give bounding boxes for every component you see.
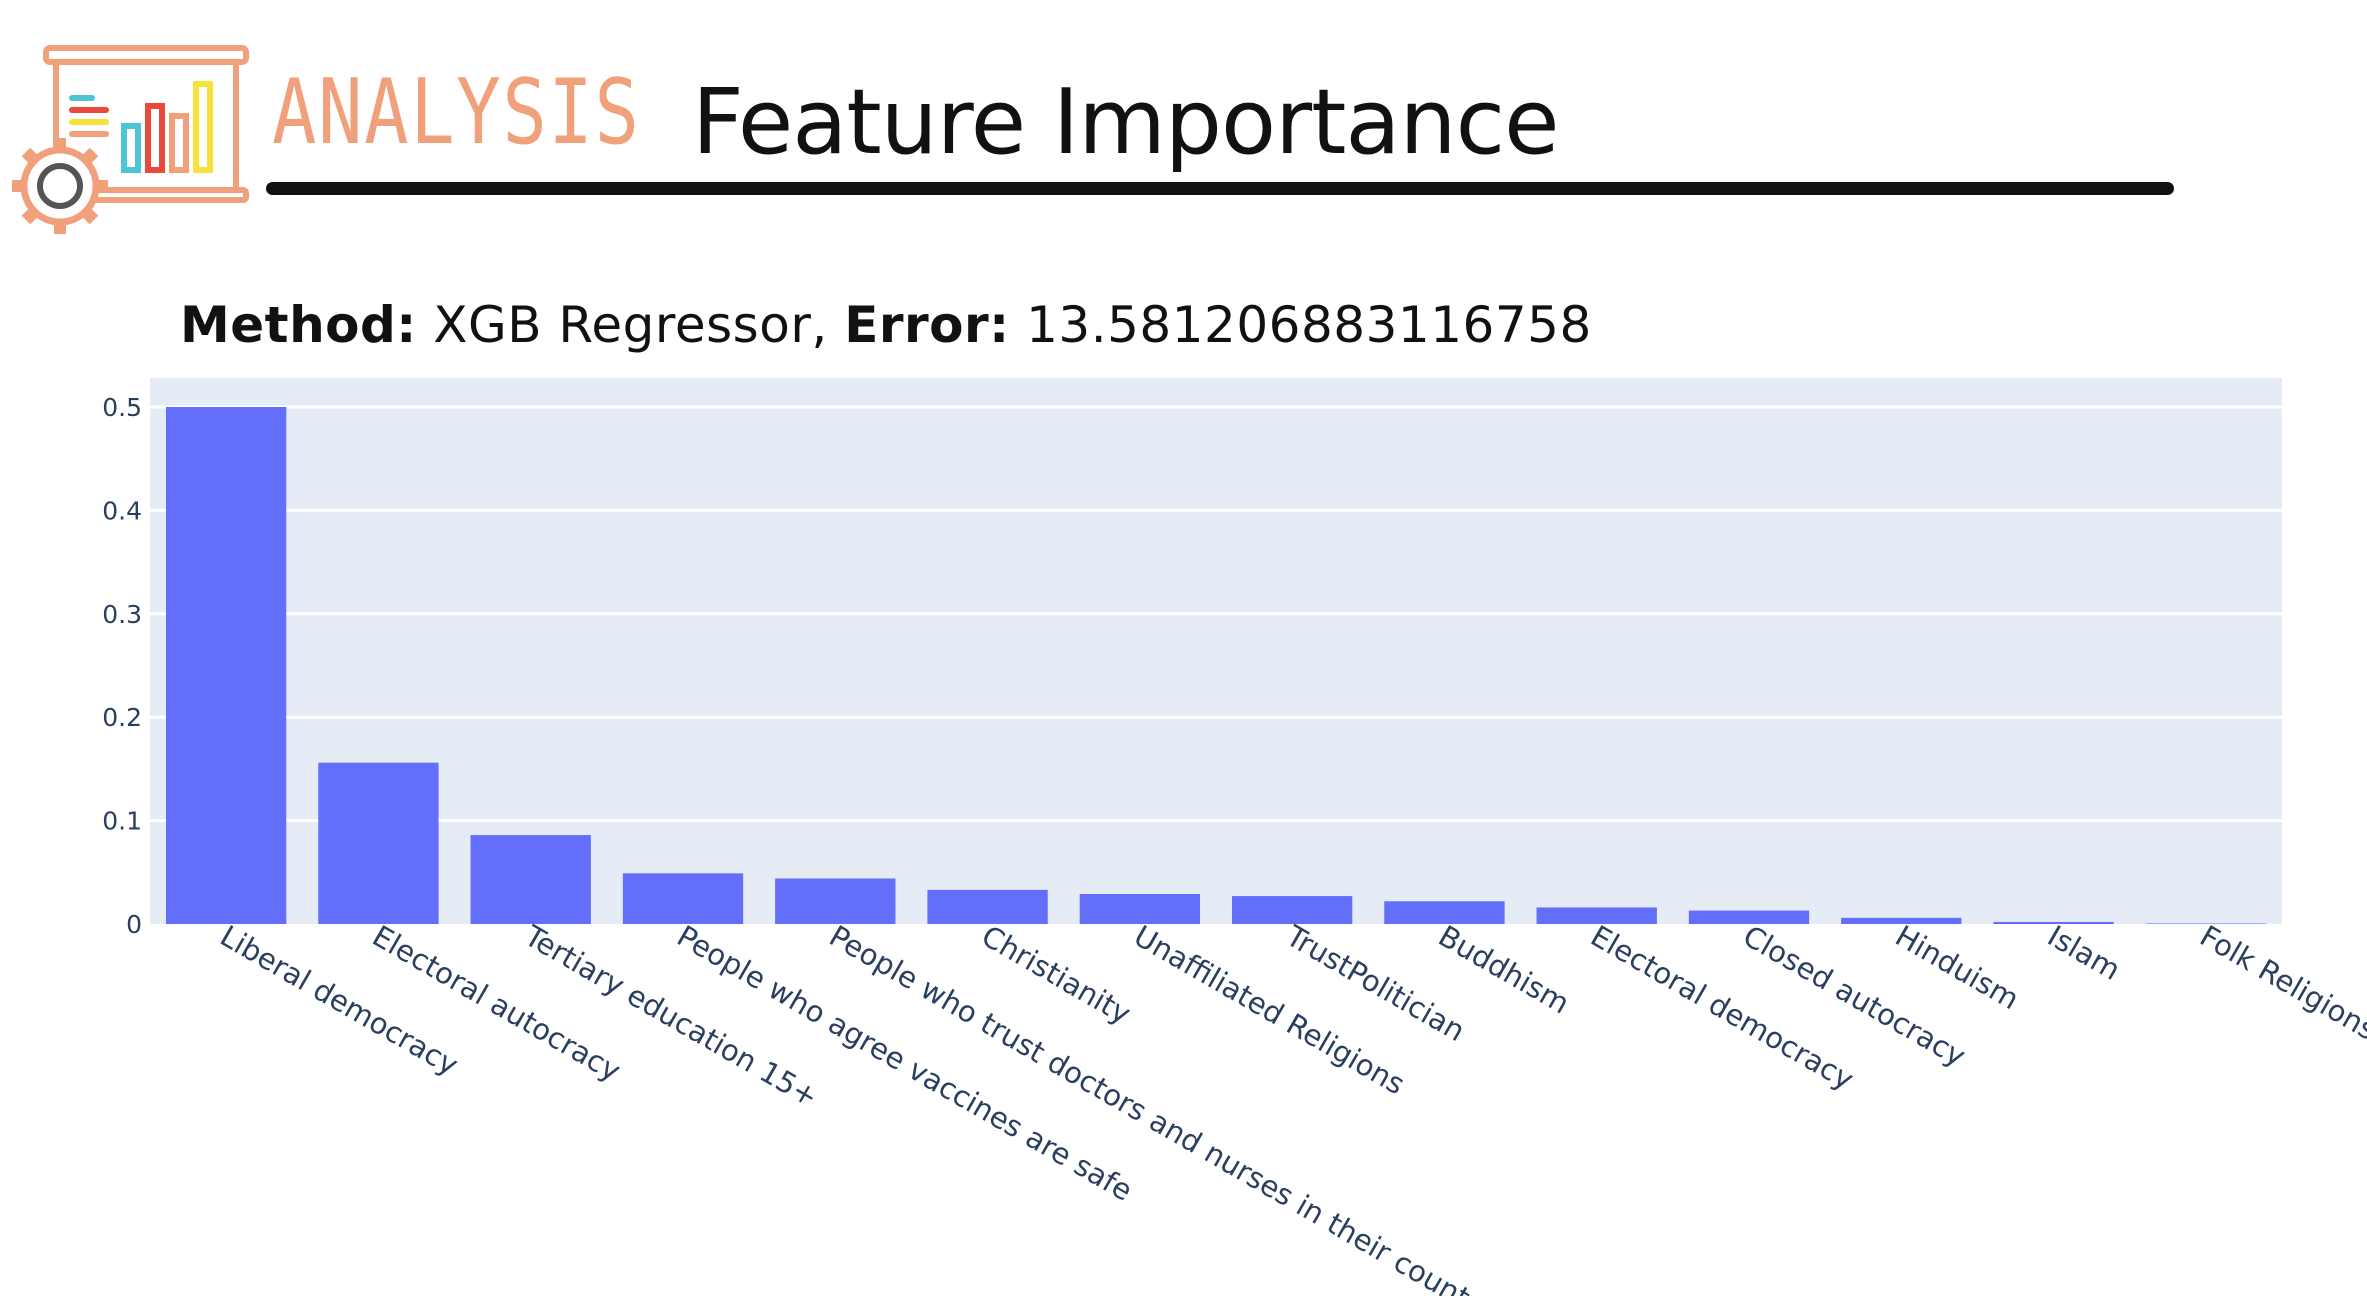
- error-label: Error:: [844, 296, 1010, 354]
- bar: [318, 762, 439, 924]
- bar: [1231, 896, 1353, 924]
- bar: [470, 835, 591, 924]
- x-tick-label: Buddhism: [1433, 919, 1575, 1021]
- y-tick-label: 0.2: [102, 703, 142, 732]
- y-axis-ticks: 0 0.1 0.2 0.3 0.4 0.5: [102, 393, 142, 939]
- bar: [165, 407, 287, 924]
- y-tick-label: 0.1: [102, 807, 142, 836]
- bar: [927, 889, 1048, 924]
- bar: [1079, 894, 1201, 924]
- x-tick-label: Unaffiliated Religions: [1128, 919, 1411, 1102]
- bar: [1536, 907, 1657, 924]
- bar: [1384, 901, 1505, 924]
- bars: [165, 407, 2267, 924]
- analysis-presentation-gear-icon: [12, 45, 249, 234]
- bar: [622, 873, 744, 924]
- title-underline: [266, 182, 2174, 195]
- bar: [1688, 910, 1810, 924]
- x-tick-label: Folk Religions: [2194, 919, 2367, 1047]
- plot-background: [150, 378, 2282, 924]
- method-value: XGB Regressor,: [433, 296, 828, 354]
- error-value: 13.581206883116758: [1026, 296, 1592, 354]
- section-label: ANALYSIS: [272, 60, 641, 165]
- x-tick-label: Islam: [2042, 919, 2126, 987]
- bar: [1993, 921, 2114, 924]
- y-tick-label: 0: [126, 910, 142, 939]
- x-tick-label: People who trust doctors and nurses in t…: [824, 919, 1501, 1296]
- y-tick-label: 0.5: [102, 393, 142, 422]
- bar: [1841, 917, 1962, 924]
- x-tick-label: Electoral autocracy: [367, 919, 627, 1089]
- x-tick-label: Hinduism: [1890, 919, 2025, 1017]
- bar: [775, 878, 896, 924]
- gridlines: [150, 405, 2282, 823]
- chart-heading: Method: XGB Regressor, Error: 13.5812068…: [180, 300, 1592, 350]
- method-label: Method:: [180, 296, 417, 354]
- bar: [2145, 923, 2267, 924]
- y-tick-label: 0.3: [102, 600, 142, 629]
- x-tick-label: Electoral democracy: [1585, 919, 1859, 1097]
- y-tick-label: 0.4: [102, 496, 142, 525]
- slide-title: Feature Importance: [692, 70, 1559, 175]
